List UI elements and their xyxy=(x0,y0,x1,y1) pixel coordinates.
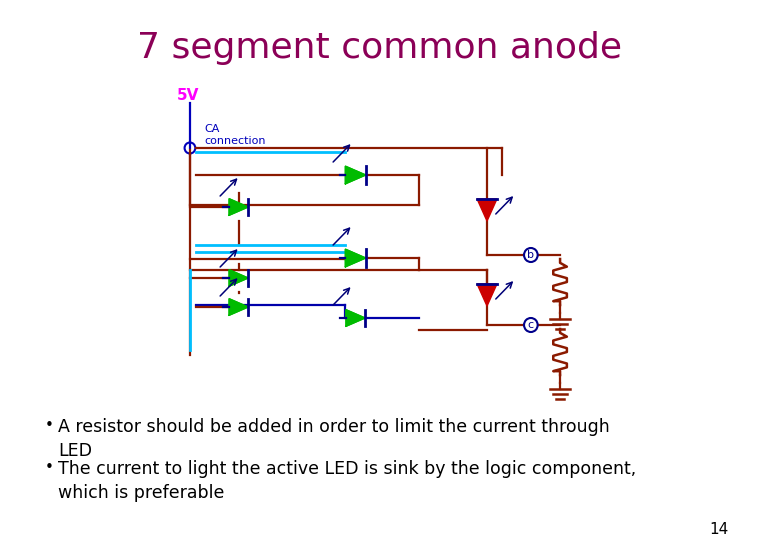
Polygon shape xyxy=(477,199,497,221)
Polygon shape xyxy=(229,270,248,286)
Polygon shape xyxy=(477,284,497,306)
Text: b: b xyxy=(527,250,534,260)
Polygon shape xyxy=(229,299,248,315)
Circle shape xyxy=(524,248,537,262)
Text: The current to light the active LED is sink by the logic component,
which is pre: The current to light the active LED is s… xyxy=(58,460,636,502)
Circle shape xyxy=(524,318,537,332)
Text: 5V: 5V xyxy=(177,89,200,104)
Polygon shape xyxy=(346,249,366,267)
Polygon shape xyxy=(229,199,248,215)
Polygon shape xyxy=(346,166,366,184)
Text: A resistor should be added in order to limit the current through
LED: A resistor should be added in order to l… xyxy=(58,418,610,460)
Polygon shape xyxy=(346,310,365,326)
Text: •: • xyxy=(44,418,53,433)
Text: c: c xyxy=(528,320,534,330)
Text: 7 segment common anode: 7 segment common anode xyxy=(137,31,622,65)
Text: 14: 14 xyxy=(709,523,729,537)
Text: CA
connection: CA connection xyxy=(204,124,266,146)
Text: •: • xyxy=(44,460,53,475)
